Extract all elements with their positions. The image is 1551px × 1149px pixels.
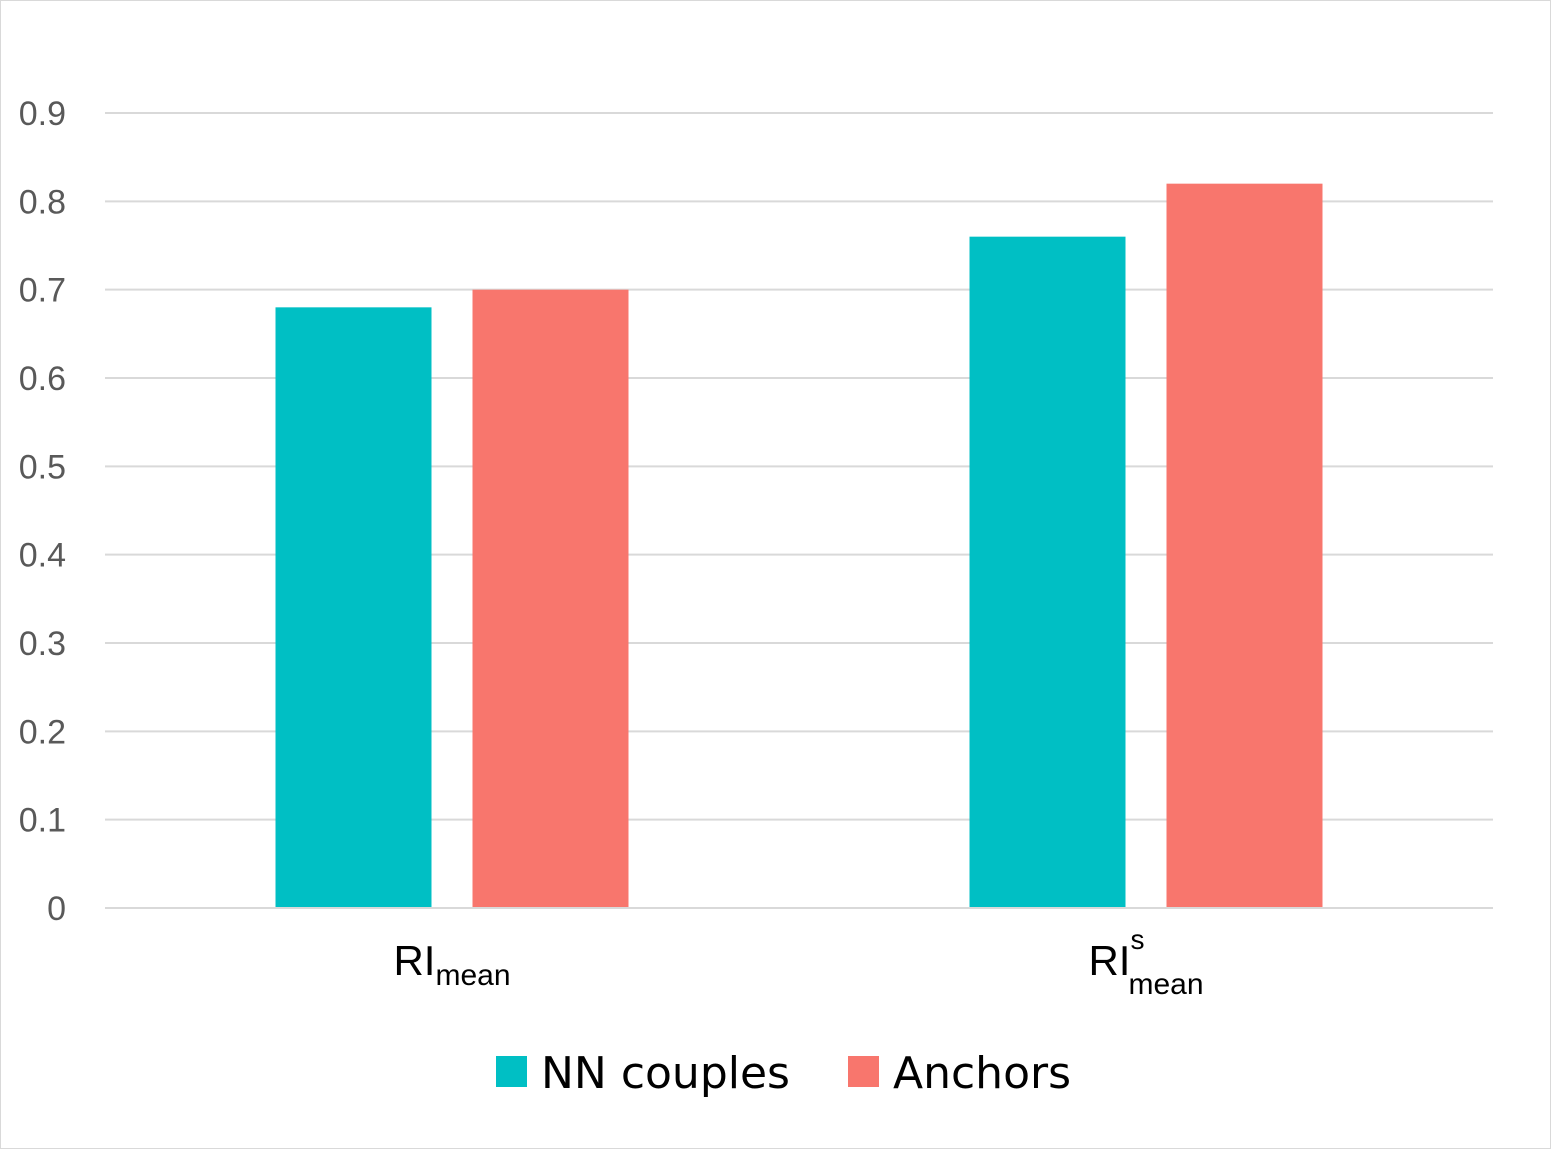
bar-anchors-0 bbox=[472, 289, 629, 909]
y-tick-label: 0.5 bbox=[19, 448, 66, 486]
y-axis-tick-labels: 0 0.1 0.2 0.3 0.4 0.5 0.6 0.7 0.8 0.9 bbox=[19, 95, 66, 928]
bar-nn-couples-1 bbox=[969, 236, 1126, 908]
legend-label: NN couples bbox=[541, 1048, 790, 1099]
bar-anchors-1 bbox=[1166, 183, 1323, 908]
category-sub: mean bbox=[1128, 968, 1203, 1001]
y-tick-label: 0.6 bbox=[19, 360, 66, 398]
x-category-label: RIs mean bbox=[1088, 924, 1203, 1001]
legend-swatch bbox=[848, 1056, 879, 1087]
bar-nn-couples-0 bbox=[275, 307, 432, 908]
category-sub: mean bbox=[435, 959, 510, 992]
y-tick-label: 0.1 bbox=[19, 802, 66, 840]
bars bbox=[275, 183, 1323, 909]
category-main: RI bbox=[1088, 937, 1130, 984]
y-tick-label: 0.9 bbox=[19, 95, 66, 133]
legend: NN couples Anchors bbox=[496, 1048, 1071, 1099]
y-tick-label: 0.4 bbox=[19, 537, 66, 575]
y-tick-label: 0.3 bbox=[19, 625, 66, 663]
y-tick-label: 0.2 bbox=[19, 713, 66, 751]
x-category-label: RImean bbox=[393, 937, 510, 992]
x-axis-category-labels: RImean RIs mean bbox=[393, 924, 1203, 1001]
y-tick-label: 0.7 bbox=[19, 272, 66, 310]
legend-swatch bbox=[496, 1056, 527, 1087]
category-main: RI bbox=[393, 937, 435, 984]
y-tick-label: 0 bbox=[47, 890, 66, 928]
legend-label: Anchors bbox=[893, 1048, 1071, 1099]
category-sup: s bbox=[1130, 924, 1144, 955]
y-tick-label: 0.8 bbox=[19, 183, 66, 221]
